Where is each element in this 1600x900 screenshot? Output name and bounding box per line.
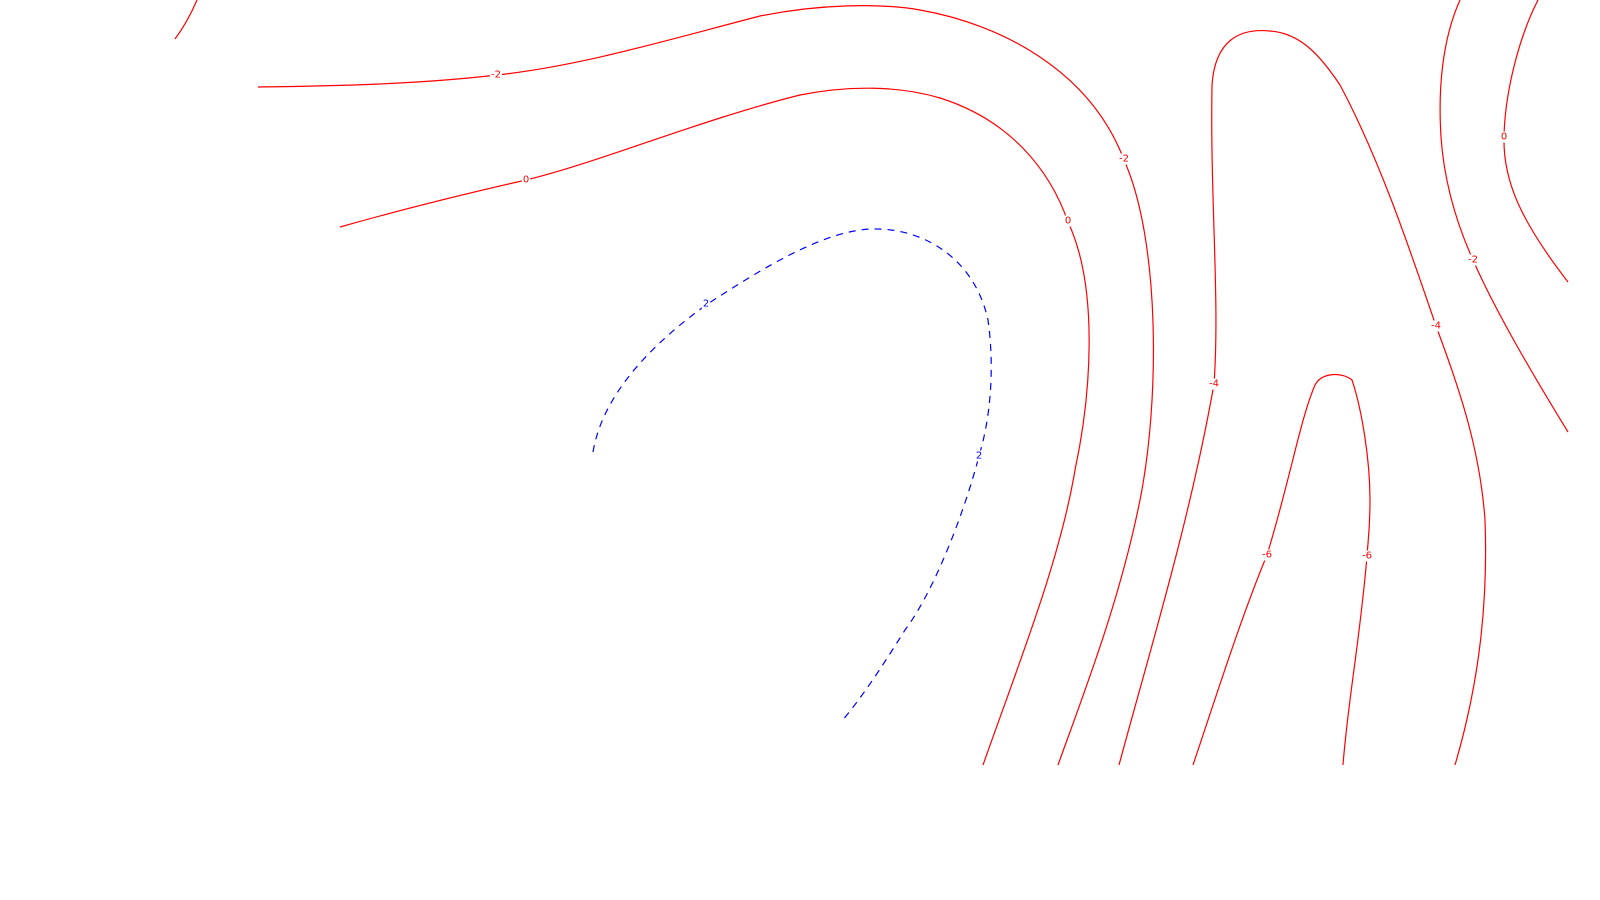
contour-label-4: 2 — [976, 451, 982, 462]
contour-label-background — [701, 298, 711, 310]
contour-label-background — [974, 450, 984, 462]
contour-line-right-edge-outer — [1439, 0, 1569, 433]
contour-line-inner-dashed — [592, 228, 992, 723]
contour-line-top-arc-outer — [257, 5, 1155, 766]
contour-label-5: 0 — [1065, 216, 1071, 227]
contour-line-top-arc-inner — [339, 87, 1090, 766]
contour-label-background — [1118, 153, 1130, 165]
contour-line-top-left-fragment — [174, 0, 198, 40]
contour-label-background — [1499, 131, 1509, 143]
contour-label-8: -4 — [1431, 321, 1441, 332]
contour-line-right-valley-inner — [1192, 374, 1371, 766]
contour-label-1: -2 — [491, 70, 501, 81]
contour-line-right-edge-inner — [1503, 0, 1569, 283]
contour-lines — [174, 0, 1569, 766]
contour-label-background — [490, 69, 502, 81]
contour-label-background — [1467, 254, 1479, 266]
contour-label-2: 0 — [523, 175, 529, 186]
contour-label-background — [1430, 320, 1442, 332]
contour-label-10: -6 — [1362, 551, 1372, 562]
contour-label-11: 0 — [1501, 132, 1507, 143]
contour-label-background — [521, 174, 531, 186]
contour-label-background — [1063, 215, 1073, 227]
contour-label-12: -2 — [1468, 255, 1478, 266]
contour-label-7: -4 — [1209, 379, 1219, 390]
contour-label-6: -2 — [1119, 154, 1129, 165]
contour-line-right-valley-outer — [1118, 29, 1487, 766]
contour-label-9: -6 — [1262, 550, 1272, 561]
contour-label-background — [1208, 378, 1220, 390]
contour-label-background — [1261, 549, 1273, 561]
contour-labels: -2 0 2 2 0 -2 -4 -4 -6 -6 0 -2 — [490, 69, 1509, 562]
contour-label-3: 2 — [703, 299, 709, 310]
contour-label-background — [1361, 550, 1373, 562]
